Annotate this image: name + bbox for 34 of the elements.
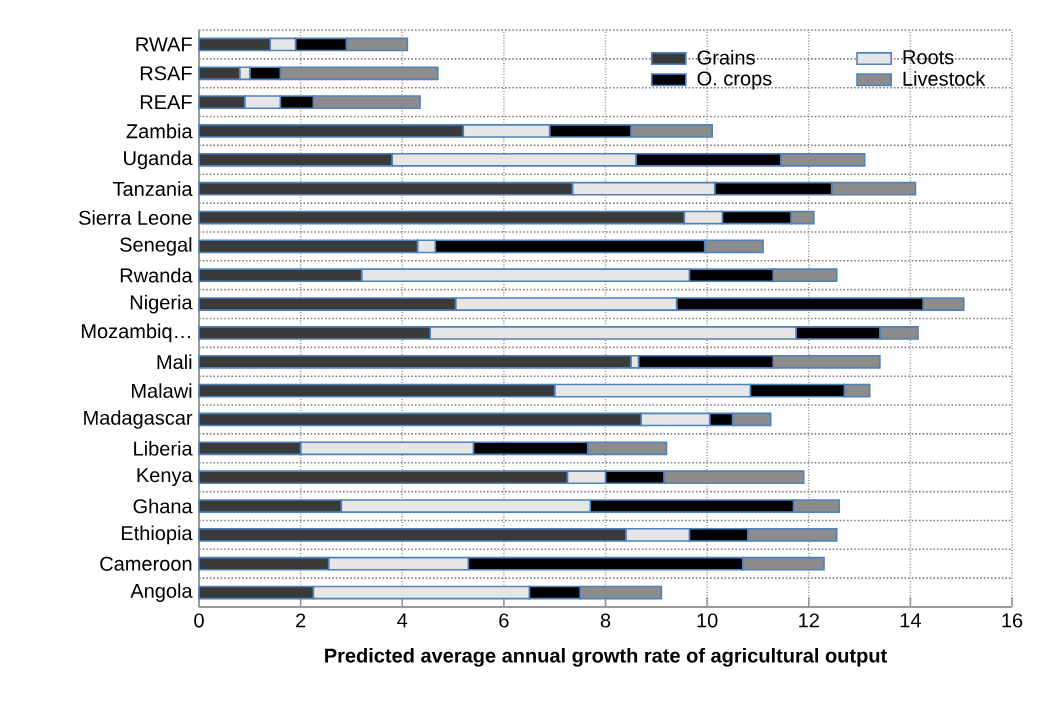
y-tick-label: Uganda [124, 150, 193, 170]
y-tick-label: Mozambiq… [81, 323, 190, 343]
legend-label: O. crops [697, 71, 772, 90]
y-tick-label: Malawi [132, 383, 192, 398]
x-tick-label: 14 [900, 613, 921, 628]
legend-label: Grains [697, 49, 755, 65]
y-tick-label: Mali [157, 354, 192, 370]
y-tick-label: Kenya [137, 468, 193, 487]
x-tick-label: 10 [697, 613, 718, 628]
y-tick-label: Sierra Leone [79, 210, 192, 225]
y-tick-label: RSAF [140, 66, 192, 81]
y-tick-label: Ethiopia [121, 525, 193, 545]
x-tick-label: 4 [397, 613, 408, 628]
legend-label: Livestock [903, 71, 986, 86]
x-axis-title: Predicted average annual growth rate of agricultural output [325, 647, 887, 667]
x-tick-label: 0 [194, 613, 204, 628]
legend-label: Roots [903, 50, 954, 65]
y-tick-label: Ghana [133, 498, 193, 514]
y-tick-label: Senegal [120, 237, 192, 256]
x-tick-label: 2 [296, 613, 306, 628]
x-tick-label: 12 [799, 613, 819, 628]
y-tick-label: Liberia [134, 440, 193, 456]
y-tick-label: Angola [130, 583, 193, 602]
y-tick-label: Tanzania [112, 181, 193, 197]
y-tick-label: Rwanda [120, 267, 193, 283]
y-tick-label: Cameroon [100, 556, 192, 571]
y-tick-label: RWAF [136, 37, 192, 52]
y-tick-label: Zambia [126, 123, 193, 139]
x-tick-label: 6 [499, 613, 509, 628]
x-tick-label: 8 [600, 613, 611, 628]
y-tick-label: Nigeria [130, 294, 193, 314]
y-tick-label: Madagascar [84, 410, 193, 429]
y-tick-label: REAF [140, 95, 192, 110]
x-tick-label: 16 [1002, 613, 1023, 628]
